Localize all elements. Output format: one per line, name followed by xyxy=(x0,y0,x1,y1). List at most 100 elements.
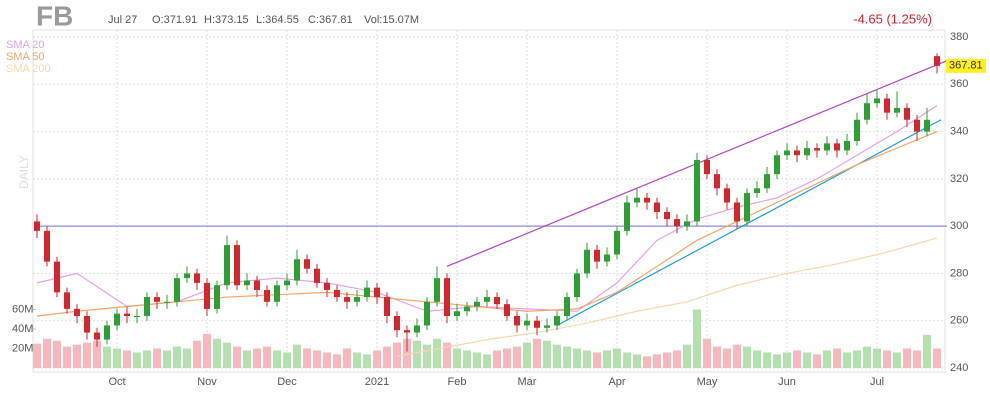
last-price-badge xyxy=(946,58,986,73)
x-tick-label: Mar xyxy=(518,376,537,388)
volume-bar xyxy=(773,354,781,368)
volume-bar xyxy=(503,348,511,368)
legend-label: SMA 200 xyxy=(6,63,51,75)
candle-body xyxy=(134,315,140,317)
candle-body xyxy=(504,304,510,316)
candle-body xyxy=(834,143,840,151)
volume-bar xyxy=(83,342,91,368)
x-tick-label: Nov xyxy=(197,376,217,388)
candle-body xyxy=(764,174,770,189)
x-tick-label: Oct xyxy=(108,376,125,388)
volume-bar xyxy=(433,338,441,368)
candle-body xyxy=(784,150,790,156)
candle-body xyxy=(874,98,880,104)
candle-body xyxy=(434,278,440,302)
sma-line xyxy=(36,105,938,312)
candle-body xyxy=(374,287,380,298)
volume-bar xyxy=(283,352,291,368)
candle-body xyxy=(294,259,300,281)
volume-bar xyxy=(223,342,231,368)
volume-bar xyxy=(933,348,941,368)
candle-body xyxy=(774,155,780,175)
candle-body xyxy=(664,211,670,220)
legend-label: SMA 20 xyxy=(6,39,45,51)
volume-bar xyxy=(53,340,61,368)
candle-body xyxy=(474,301,480,307)
candle-body xyxy=(794,150,800,156)
candle-body xyxy=(104,325,110,340)
header-high: H:373.15 xyxy=(204,14,249,26)
volume-bar xyxy=(743,346,751,368)
y-tick-label: 340 xyxy=(950,125,968,137)
candle-body xyxy=(54,261,60,293)
volume-bar xyxy=(473,352,481,368)
volume-bar xyxy=(863,346,871,368)
volume-bar xyxy=(73,344,81,368)
y-tick-label: 320 xyxy=(950,173,968,185)
y2-tick-label: 60M xyxy=(12,303,33,315)
candle-body xyxy=(934,56,940,66)
candle-body xyxy=(194,273,200,283)
volume-bar xyxy=(203,333,211,368)
y2-tick-label: 20M xyxy=(12,342,33,354)
candle-body xyxy=(404,330,410,333)
header-close: C:367.81 xyxy=(308,14,353,26)
candle-body xyxy=(234,245,240,286)
volume-bar xyxy=(103,346,111,368)
volume-bar xyxy=(233,346,241,368)
volume-bar xyxy=(303,348,311,368)
candle-body xyxy=(224,245,230,286)
ticker: FB xyxy=(36,0,73,31)
volume-bar xyxy=(763,352,771,368)
volume-bar xyxy=(603,350,611,368)
candle-body xyxy=(734,202,740,222)
candle-body xyxy=(174,278,180,302)
candle-body xyxy=(74,308,80,316)
candle-body xyxy=(314,268,320,283)
legend-label: SMA 50 xyxy=(6,51,45,63)
volume-bar xyxy=(33,343,41,368)
volume-bar xyxy=(833,348,841,368)
trend-line xyxy=(556,119,942,326)
candle-body xyxy=(184,273,190,279)
candle-body xyxy=(394,315,400,331)
candle-body xyxy=(114,313,120,326)
y-tick-label: 260 xyxy=(950,315,968,327)
y-tick-label: 280 xyxy=(950,267,968,279)
volume-bar xyxy=(753,350,761,368)
volume-bar xyxy=(463,350,471,368)
volume-bar xyxy=(673,350,681,368)
x-tick-label: 2021 xyxy=(365,376,389,388)
volume-bar xyxy=(353,352,361,368)
candle-body xyxy=(264,289,270,302)
volume-bar xyxy=(643,356,651,368)
volume-bar xyxy=(293,344,301,368)
candle-body xyxy=(824,143,830,151)
volume-bar xyxy=(813,354,821,368)
candle-body xyxy=(644,197,650,203)
candle-body xyxy=(624,202,630,231)
candle-body xyxy=(574,273,580,298)
candle-body xyxy=(614,230,620,255)
y-tick-label: 300 xyxy=(950,220,968,232)
header-volume: Vol:15.07M xyxy=(364,14,419,26)
candle-body xyxy=(94,332,100,340)
volume-bar xyxy=(683,344,691,368)
volume-bar xyxy=(783,352,791,368)
candle-body xyxy=(204,282,210,309)
candle-body xyxy=(694,159,700,222)
volume-bar xyxy=(113,348,121,368)
candle-body xyxy=(814,148,820,151)
candle-body xyxy=(894,107,900,113)
sma-line xyxy=(396,237,938,357)
candle-body xyxy=(554,315,560,326)
volume-bar xyxy=(843,352,851,368)
volume-bar xyxy=(623,352,631,368)
candle-body xyxy=(284,280,290,286)
volume-bar xyxy=(213,338,221,368)
volume-bar xyxy=(413,340,421,368)
volume-bar xyxy=(883,350,891,368)
volume-bar xyxy=(163,350,171,368)
candle-body xyxy=(324,282,330,290)
volume-bar xyxy=(193,340,201,368)
